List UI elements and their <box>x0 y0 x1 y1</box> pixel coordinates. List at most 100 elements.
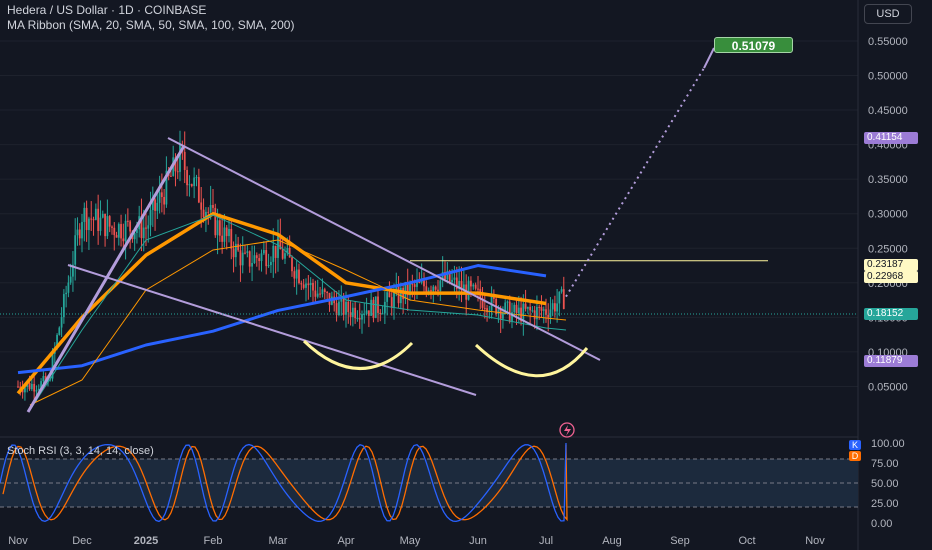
candle-body <box>76 229 79 236</box>
stoch-tick-label: 25.00 <box>871 498 899 510</box>
candle-body <box>179 144 181 172</box>
candle-body <box>448 270 451 283</box>
candle-body <box>209 205 212 212</box>
x-tick-label: 2025 <box>134 535 158 547</box>
currency-button[interactable]: USD <box>864 4 912 24</box>
candle-body <box>386 292 389 302</box>
candle-body <box>502 312 504 319</box>
trendline-rally <box>26 145 186 413</box>
candle-body <box>142 227 145 239</box>
candle-body <box>94 208 97 220</box>
candle-body <box>517 307 520 314</box>
candle-body <box>293 271 296 279</box>
candle-body <box>453 277 456 280</box>
price-tag-high: 0.41154 <box>864 132 918 144</box>
x-tick-label: Nov <box>8 535 28 547</box>
candle-body <box>97 208 100 231</box>
candle-body <box>295 269 298 279</box>
x-tick-label: May <box>400 535 421 547</box>
candle-body <box>149 210 152 226</box>
candle-body <box>562 289 565 309</box>
candle-body <box>24 387 26 393</box>
candle-body <box>446 270 449 280</box>
x-tick-label: Jul <box>539 535 553 547</box>
candle-body <box>65 292 68 295</box>
candle-body <box>307 283 310 286</box>
candle-body <box>411 283 414 285</box>
candle-body <box>156 202 159 211</box>
cup-arc-right <box>474 343 589 378</box>
stoch-tick-label: 100.00 <box>871 438 905 450</box>
candle-body <box>553 303 556 312</box>
x-tick-label: Aug <box>602 535 622 547</box>
candle-body <box>120 224 122 239</box>
candle-body <box>272 245 275 262</box>
stoch-tick-label: 0.00 <box>871 518 892 530</box>
candle-body <box>216 220 219 236</box>
indicator-label: MA Ribbon (SMA, 20, SMA, 50, SMA, 100, S… <box>7 18 295 32</box>
candle-body <box>244 252 246 254</box>
trendline-upper <box>167 137 601 361</box>
candle-body <box>279 235 282 250</box>
candle-body <box>262 250 265 254</box>
candle-body <box>367 310 370 316</box>
candle-body <box>234 243 237 258</box>
candle-body <box>205 211 207 217</box>
candle-body <box>409 283 411 296</box>
candle-body <box>145 227 147 229</box>
lightning-icon <box>559 422 575 438</box>
candle-body <box>418 281 421 283</box>
candle-body <box>365 310 368 315</box>
candle-body <box>340 297 343 302</box>
candle-body <box>430 290 432 292</box>
ma-line-thin-green <box>29 214 567 411</box>
candle-body <box>390 297 393 308</box>
candle-body <box>515 304 518 314</box>
candle-body <box>444 271 446 280</box>
candle-body <box>560 289 563 292</box>
x-tick-label: Apr <box>337 535 354 547</box>
candle-body <box>72 264 74 277</box>
candle-body <box>277 235 279 258</box>
candle-body <box>195 177 198 179</box>
candle-body <box>481 298 484 308</box>
candle-body <box>265 250 268 267</box>
candle-body <box>470 280 472 287</box>
candle-body <box>472 284 475 287</box>
candle-body <box>281 249 284 259</box>
candle-body <box>197 177 200 203</box>
candle-body <box>286 247 289 254</box>
candle-body <box>51 353 54 379</box>
candle-body <box>170 175 172 177</box>
candle-body <box>335 303 338 316</box>
candle-body <box>556 303 559 312</box>
candle-body <box>413 284 416 287</box>
candle-body <box>186 170 188 186</box>
candle-body <box>74 235 77 265</box>
candle-body <box>133 232 136 240</box>
projection-path <box>565 67 705 298</box>
candle-body <box>300 283 303 285</box>
candle-body <box>425 286 428 294</box>
candle-body <box>460 280 463 291</box>
x-tick-label: Nov <box>805 535 825 547</box>
candle-body <box>60 317 63 328</box>
candle-body <box>40 381 42 389</box>
candle-body <box>349 312 352 317</box>
candle-body <box>78 229 81 239</box>
candle-body <box>214 207 217 236</box>
candle-body <box>188 184 191 186</box>
candle-body <box>154 199 156 211</box>
candle-body <box>486 308 488 313</box>
candle-body <box>474 284 477 289</box>
candle-body <box>42 376 45 382</box>
candle-body <box>33 383 36 392</box>
candle-body <box>147 225 150 229</box>
candle-body <box>291 257 293 272</box>
candle-body <box>358 317 361 320</box>
candle-body <box>547 314 550 318</box>
ma-line-1 <box>17 264 547 375</box>
candle-body <box>504 302 507 313</box>
